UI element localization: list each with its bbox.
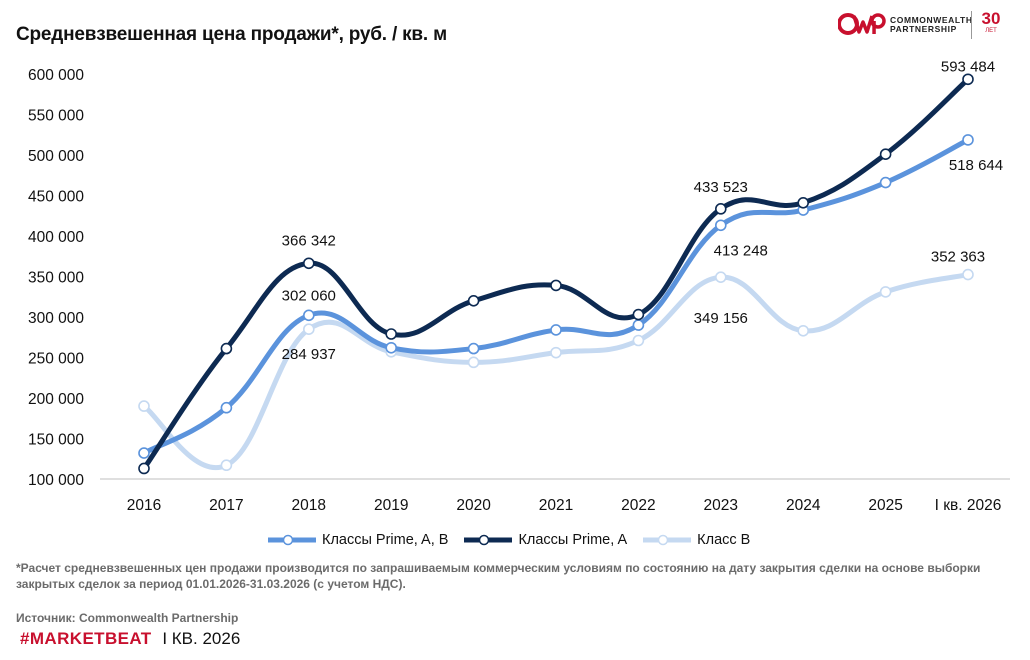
data-point-prime-a (302, 257, 315, 270)
y-tick-label: 150 000 (28, 432, 84, 449)
data-point-class-b (714, 271, 727, 283)
x-tick-label: 2025 (868, 497, 902, 514)
logo-brand-text: COMMONWEALTH PARTNERSHIP (890, 15, 973, 34)
data-point-prime-a (220, 342, 233, 355)
data-label: 413 248 (714, 242, 768, 259)
data-label: 593 484 (941, 58, 995, 75)
line-chart: 100 000 150 000 200 000 250 000 300 000 350 0… (28, 58, 1010, 514)
y-tick-label: 200 000 (28, 391, 84, 408)
data-point-prime-a (962, 73, 974, 86)
data-point-prime-a (797, 196, 810, 209)
data-point-prime-a-b (632, 319, 645, 331)
anniversary-badge: 30 ЛЕТ (981, 9, 1001, 35)
legend-label: Классы Prime, A (518, 532, 628, 548)
source-note: Источник: Commonwealth Partnership (16, 611, 239, 625)
x-tick-label: I кв. 2026 (935, 497, 1002, 514)
y-tick-label: 400 000 (28, 229, 84, 246)
marketbeat-tag: #MARKETBEAT (20, 629, 152, 648)
data-label: 518 644 (949, 157, 1003, 174)
legend-swatch-prime-a-b-icon (268, 534, 316, 546)
x-tick-label: 2021 (539, 497, 573, 514)
chart-title: Средневзвешенная цена продажи*, руб. / к… (16, 24, 447, 45)
data-point-class-b (138, 400, 150, 412)
y-tick-label: 600 000 (28, 67, 84, 84)
legend-item-prime-a: Классы Prime, A (462, 532, 627, 548)
data-label: 433 523 (694, 179, 748, 196)
data-point-class-b (962, 268, 974, 281)
data-point-class-b (632, 334, 645, 347)
data-label: 349 156 (694, 310, 748, 327)
legend-item-prime-a-b: Классы Prime, A, B (266, 532, 448, 548)
data-label: 366 342 (282, 232, 336, 249)
y-tick-label: 450 000 (28, 189, 84, 206)
data-point-class-b (879, 286, 892, 298)
data-point-class-b (220, 459, 233, 472)
y-tick-label: 500 000 (28, 148, 84, 165)
data-label: 284 937 (282, 346, 336, 363)
data-point-class-b (797, 324, 810, 337)
x-tick-label: 2016 (127, 497, 161, 514)
quarter-label: I КВ. 2026 (162, 629, 241, 648)
y-tick-label: 100 000 (28, 472, 84, 489)
data-point-class-b (550, 346, 562, 359)
data-point-prime-a-b (962, 134, 974, 146)
logo-separator (971, 11, 972, 39)
y-tick-label: 250 000 (28, 351, 84, 368)
legend-label: Классы Prime, A, B (322, 532, 449, 548)
legend-swatch-class-b-icon (643, 534, 692, 546)
y-tick-label: 300 000 (28, 310, 84, 327)
data-point-prime-a-b (879, 176, 892, 189)
footnote: *Расчет средневзвешенных цен продажи про… (16, 561, 981, 591)
chart-legend: Классы Prime, A, B Классы Prime, A Класс… (266, 532, 750, 548)
legend-label: Класс B (697, 532, 751, 548)
data-point-prime-a-b (714, 219, 727, 232)
x-tick-label: 2022 (621, 497, 655, 514)
data-point-class-b (467, 356, 480, 369)
data-point-prime-a-b (550, 324, 562, 336)
data-point-prime-a-b (385, 341, 398, 354)
x-tick-label: 2020 (456, 497, 491, 514)
legend-item-class-b: Класс B (641, 532, 750, 548)
data-point-prime-a (632, 308, 645, 321)
data-point-prime-a (467, 294, 480, 307)
company-logo: COMMONWEALTH PARTNERSHIP 30 ЛЕТ (838, 8, 1008, 42)
x-tick-label: 2023 (704, 497, 738, 514)
data-point-prime-a-b (220, 401, 233, 414)
y-tick-label: 550 000 (28, 108, 84, 125)
x-tick-label: 2017 (209, 497, 243, 514)
data-point-prime-a-b (467, 342, 480, 355)
data-point-prime-a-b (302, 309, 315, 322)
marketbeat-footer: #MARKETBEAT I КВ. 2026 (20, 629, 240, 649)
data-label: 352 363 (931, 249, 985, 266)
series-line-class-b (141, 272, 971, 471)
y-tick-label: 350 000 (28, 270, 84, 287)
x-tick-label: 2024 (786, 497, 821, 514)
x-tick-label: 2019 (374, 497, 408, 514)
data-point-prime-a (550, 279, 562, 292)
data-point-prime-a (879, 148, 892, 160)
series-line-prime-a (141, 76, 971, 471)
data-point-prime-a (385, 328, 398, 340)
cwp-logo-mark-icon (838, 13, 886, 35)
data-point-class-b (302, 323, 315, 336)
legend-swatch-prime-a-icon (464, 534, 513, 546)
data-label: 302 060 (282, 287, 336, 304)
data-point-prime-a (138, 462, 150, 475)
x-tick-label: 2018 (292, 497, 326, 514)
data-point-prime-a-b (138, 447, 150, 459)
data-point-prime-a (714, 203, 727, 215)
